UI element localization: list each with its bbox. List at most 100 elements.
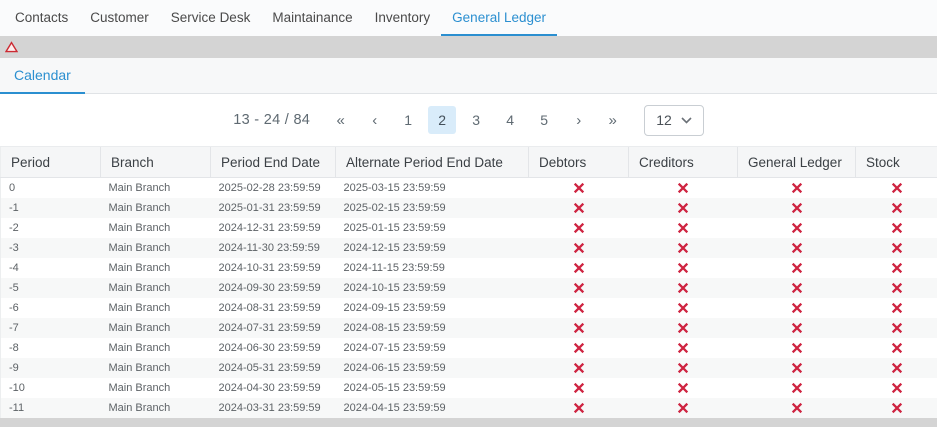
cell-period: -7 (1, 318, 101, 338)
column-header-alternate-period-end-date[interactable]: Alternate Period End Date (336, 147, 529, 178)
cell-alternate-period-end-date: 2024-08-15 23:59:59 (336, 318, 529, 338)
pagination-first-button[interactable]: « (326, 106, 354, 134)
tab-service-desk[interactable]: Service Desk (160, 0, 262, 36)
status-cell-stock[interactable] (856, 318, 937, 338)
status-cell-debtors[interactable] (529, 238, 629, 258)
cross-icon (891, 202, 903, 214)
status-cell-debtors[interactable] (529, 218, 629, 238)
tab-contacts[interactable]: Contacts (4, 0, 79, 36)
tab-general-ledger[interactable]: General Ledger (441, 0, 557, 36)
status-cell-general-ledger[interactable] (738, 178, 856, 198)
status-cell-creditors[interactable] (629, 278, 738, 298)
column-header-period-end-date[interactable]: Period End Date (211, 147, 336, 178)
status-cell-debtors[interactable] (529, 258, 629, 278)
pagination-last-button[interactable]: » (598, 106, 626, 134)
status-cell-debtors[interactable] (529, 278, 629, 298)
subtab-bar: Calendar (0, 58, 937, 94)
page-size-select[interactable]: 12 (644, 105, 704, 136)
cross-icon (891, 282, 903, 294)
cell-branch: Main Branch (101, 338, 211, 358)
status-cell-creditors[interactable] (629, 398, 738, 418)
status-cell-general-ledger[interactable] (738, 278, 856, 298)
status-cell-stock[interactable] (856, 398, 937, 418)
status-cell-general-ledger[interactable] (738, 338, 856, 358)
status-cell-debtors[interactable] (529, 378, 629, 398)
cell-period: -4 (1, 258, 101, 278)
pagination-prev-button[interactable]: ‹ (360, 106, 388, 134)
warning-triangle-icon (5, 41, 18, 53)
status-cell-creditors[interactable] (629, 178, 738, 198)
cross-icon (573, 302, 585, 314)
status-cell-stock[interactable] (856, 198, 937, 218)
status-cell-debtors[interactable] (529, 298, 629, 318)
status-cell-general-ledger[interactable] (738, 298, 856, 318)
status-cell-creditors[interactable] (629, 298, 738, 318)
status-cell-creditors[interactable] (629, 358, 738, 378)
cell-branch: Main Branch (101, 298, 211, 318)
status-cell-stock[interactable] (856, 258, 937, 278)
cell-period: -8 (1, 338, 101, 358)
status-cell-general-ledger[interactable] (738, 358, 856, 378)
tab-customer[interactable]: Customer (79, 0, 160, 36)
column-header-branch[interactable]: Branch (101, 147, 211, 178)
subtab-calendar[interactable]: Calendar (0, 58, 85, 94)
status-cell-creditors[interactable] (629, 378, 738, 398)
status-cell-creditors[interactable] (629, 198, 738, 218)
status-cell-debtors[interactable] (529, 198, 629, 218)
status-cell-stock[interactable] (856, 378, 937, 398)
column-header-general-ledger[interactable]: General Ledger (738, 147, 856, 178)
status-cell-general-ledger[interactable] (738, 198, 856, 218)
status-cell-creditors[interactable] (629, 258, 738, 278)
status-cell-general-ledger[interactable] (738, 238, 856, 258)
status-cell-stock[interactable] (856, 278, 937, 298)
status-cell-debtors[interactable] (529, 338, 629, 358)
status-cell-creditors[interactable] (629, 318, 738, 338)
cell-period-end-date: 2024-04-30 23:59:59 (211, 378, 336, 398)
tab-maintainance[interactable]: Maintainance (261, 0, 363, 36)
status-cell-stock[interactable] (856, 178, 937, 198)
status-cell-creditors[interactable] (629, 238, 738, 258)
column-header-stock[interactable]: Stock (856, 147, 937, 178)
status-cell-general-ledger[interactable] (738, 258, 856, 278)
pagination-next-button[interactable]: › (564, 106, 592, 134)
status-cell-general-ledger[interactable] (738, 398, 856, 418)
cell-branch: Main Branch (101, 398, 211, 418)
status-cell-debtors[interactable] (529, 398, 629, 418)
cell-branch: Main Branch (101, 198, 211, 218)
column-header-debtors[interactable]: Debtors (529, 147, 629, 178)
pagination-page-5[interactable]: 5 (530, 106, 558, 134)
status-cell-stock[interactable] (856, 338, 937, 358)
status-cell-stock[interactable] (856, 298, 937, 318)
status-cell-debtors[interactable] (529, 358, 629, 378)
status-cell-creditors[interactable] (629, 338, 738, 358)
cell-alternate-period-end-date: 2024-11-15 23:59:59 (336, 258, 529, 278)
status-cell-stock[interactable] (856, 218, 937, 238)
pagination-page-1[interactable]: 1 (394, 106, 422, 134)
pagination-page-3[interactable]: 3 (462, 106, 490, 134)
status-cell-debtors[interactable] (529, 318, 629, 338)
status-cell-debtors[interactable] (529, 178, 629, 198)
column-header-period[interactable]: Period (1, 147, 101, 178)
column-header-creditors[interactable]: Creditors (629, 147, 738, 178)
status-cell-stock[interactable] (856, 358, 937, 378)
pagination-page-2[interactable]: 2 (428, 106, 456, 134)
tab-inventory[interactable]: Inventory (364, 0, 442, 36)
status-cell-general-ledger[interactable] (738, 218, 856, 238)
status-cell-general-ledger[interactable] (738, 378, 856, 398)
pagination-page-4[interactable]: 4 (496, 106, 524, 134)
status-cell-stock[interactable] (856, 238, 937, 258)
status-cell-general-ledger[interactable] (738, 318, 856, 338)
status-cell-creditors[interactable] (629, 218, 738, 238)
